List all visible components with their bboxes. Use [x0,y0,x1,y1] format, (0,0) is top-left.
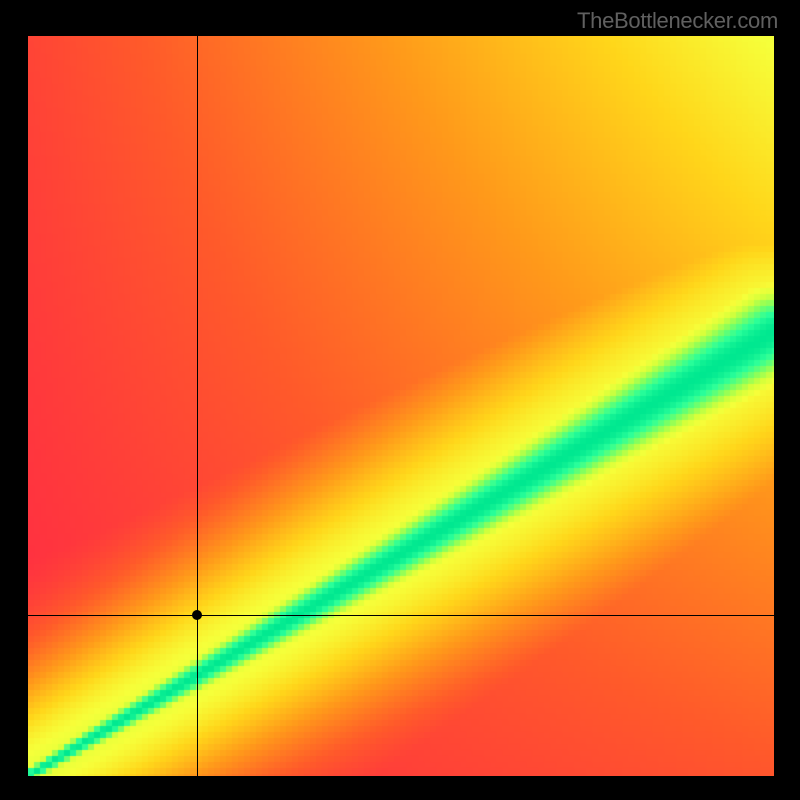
crosshair-horizontal [28,615,774,616]
bottleneck-heatmap [28,36,774,776]
watermark-text: TheBottlenecker.com [577,8,778,34]
crosshair-vertical [197,36,198,776]
heatmap-canvas [28,36,774,776]
selection-marker [192,610,202,620]
